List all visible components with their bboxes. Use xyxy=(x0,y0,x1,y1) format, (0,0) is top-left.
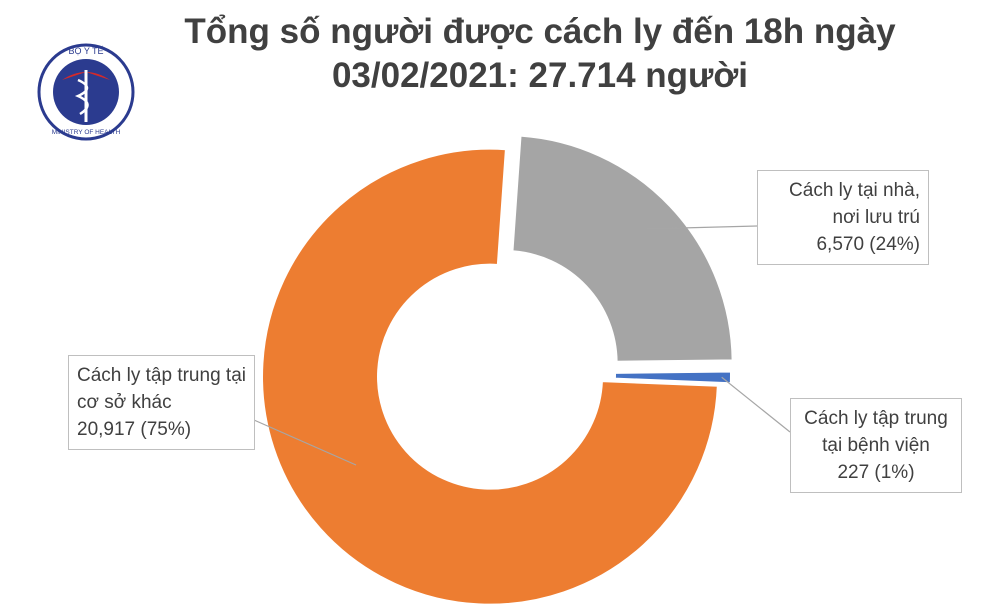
leader-line xyxy=(721,376,791,433)
logo: BỘ Y TẾ MINISTRY OF HEALTH xyxy=(37,43,135,141)
category-label: Cách ly tập trung tại cơ sở khác xyxy=(77,365,246,413)
logo-top-text: BỘ Y TẾ xyxy=(68,46,103,56)
leader-line xyxy=(646,225,758,230)
slice xyxy=(261,147,719,606)
callout: Cách ly tại nhà, nơi lưu trú 6,570 (24%) xyxy=(757,170,929,265)
category-label: Cách ly tập trung tại bệnh viện xyxy=(804,408,948,456)
slice xyxy=(511,134,734,363)
value-label: 227 (1%) xyxy=(837,462,915,483)
leader-line xyxy=(253,419,357,466)
slice xyxy=(613,370,732,385)
callout: Cách ly tập trung tại cơ sở khác 20,917 (… xyxy=(68,355,255,450)
value-label: 20,917 (75%) xyxy=(77,419,192,440)
chart-title: Tổng số người được cách ly đến 18h ngày … xyxy=(184,12,896,95)
logo-bottom-text: MINISTRY OF HEALTH xyxy=(52,129,121,136)
callout: Cách ly tập trung tại bệnh viện 227 (1%) xyxy=(790,398,962,493)
category-label: Cách ly tại nhà, nơi lưu trú xyxy=(789,180,920,228)
value-label: 6,570 (24%) xyxy=(816,234,920,255)
